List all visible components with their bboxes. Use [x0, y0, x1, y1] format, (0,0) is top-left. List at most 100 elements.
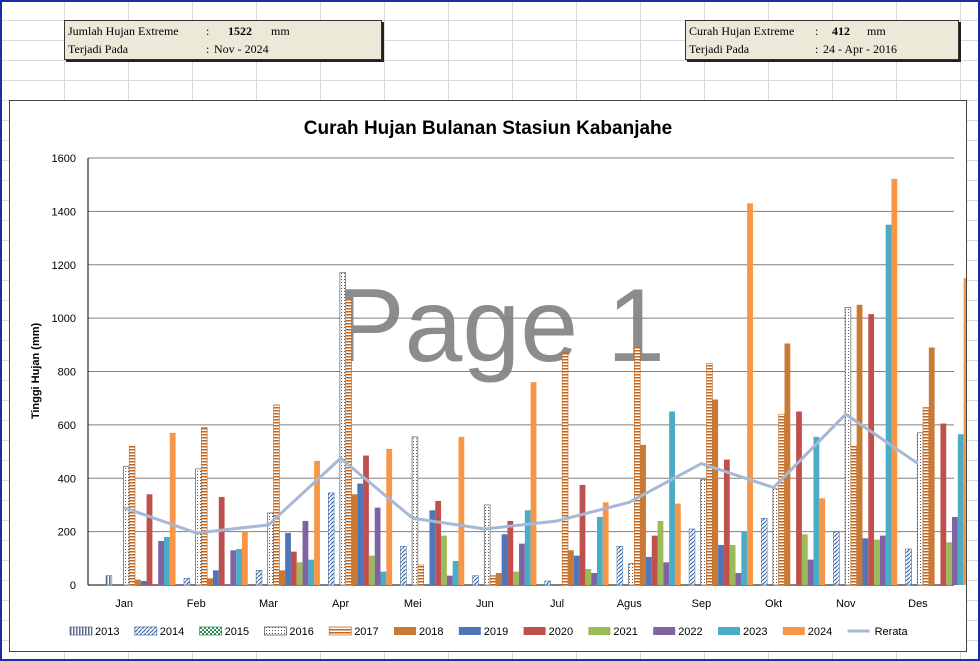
extreme-daily-row: Curah Hujan Extreme : 412 mm	[689, 22, 955, 40]
bar-2024-Des	[963, 278, 970, 585]
bar-2021-Okt	[801, 534, 808, 585]
bar-2014-Okt	[760, 517, 768, 586]
bar-2023-Nov	[885, 224, 892, 585]
bar-2021-Des	[946, 542, 953, 585]
bar-2017-Jul	[561, 352, 569, 586]
bar-2020-Jul	[579, 484, 586, 585]
extreme-total-date-value: Nov - 2024	[214, 42, 269, 56]
y-tick-label: 0	[70, 580, 76, 592]
colon: :	[815, 42, 819, 56]
bar-2018-Jun	[495, 572, 502, 585]
x-tick-label: Agus	[617, 598, 643, 610]
legend-label: Rerata	[875, 626, 909, 638]
bar-2017-Jun	[489, 575, 497, 586]
bar-2024-Okt	[819, 498, 826, 585]
bar-2020-Apr	[363, 455, 369, 585]
legend-label: 2015	[225, 626, 249, 638]
chart-area: Curah Hujan Bulanan Stasiun Kabanjahe Ti…	[9, 100, 970, 652]
legend-label: 2016	[289, 626, 313, 638]
bar-2014-Des	[905, 548, 912, 586]
bar-2020-Agus	[651, 535, 658, 585]
y-tick-label: 400	[58, 473, 76, 485]
legend-swatch-2014	[134, 626, 158, 636]
bar-2016-Sep	[700, 479, 707, 586]
legend-label: 2020	[549, 626, 573, 638]
bar-2023-Des	[957, 434, 964, 585]
average-line-group	[123, 412, 919, 535]
bar-2020-Jan	[146, 494, 153, 585]
bar-2019-Nov	[862, 538, 869, 585]
bar-2014-Sep	[688, 528, 696, 586]
bar-2018-Feb	[207, 578, 213, 585]
bar-2020-Feb	[218, 496, 225, 585]
extreme-daily-unit: mm	[867, 24, 886, 38]
x-tick-label: Jun	[476, 598, 494, 610]
legend-swatch-2024	[782, 627, 805, 635]
bar-2022-Apr	[374, 507, 381, 585]
legend-label: 2023	[743, 626, 767, 638]
legend-label: 2021	[613, 626, 637, 638]
bar-2018-Sep	[712, 399, 719, 585]
bar-2024-Mar	[314, 460, 320, 585]
extreme-daily-label: Curah Hujan Extreme	[689, 24, 795, 38]
bar-2014-Agus	[616, 546, 624, 586]
y-axis-label: Tinggi Hujan (mm)	[30, 322, 42, 419]
bar-2018-Agus	[640, 444, 646, 585]
extreme-daily-date-label: Terjadi Pada	[689, 42, 750, 56]
bar-2022-Nov	[879, 535, 886, 585]
bar-2023-Okt	[813, 436, 820, 585]
bar-2019-Jul	[573, 555, 580, 585]
bar-2022-Mei	[446, 575, 453, 585]
bar-2022-Sep	[735, 572, 742, 585]
legend-label: 2019	[484, 626, 508, 638]
bar-2016-Jan	[123, 465, 130, 586]
y-tick-label: 1200	[52, 260, 76, 272]
extreme-total-label: Jumlah Hujan Extreme	[68, 24, 179, 38]
bar-2024-Jan	[169, 432, 176, 585]
extreme-daily-value: 412	[832, 24, 850, 38]
legend-label: 2024	[808, 626, 832, 638]
legend-label: 2013	[95, 626, 119, 638]
bar-2014-Feb	[183, 578, 191, 586]
bar-2024-Sep	[747, 203, 753, 585]
y-tick-label: 1000	[52, 313, 76, 325]
bar-2023-Jun	[524, 510, 531, 585]
bar-2021-Jun	[513, 571, 520, 585]
legend-label: 2017	[354, 626, 378, 638]
bar-2014-Jun	[472, 575, 479, 586]
chart-title: Curah Hujan Bulanan Stasiun Kabanjahe	[304, 118, 672, 139]
bar-2019-Mar	[285, 532, 291, 585]
x-axis-ticks: Jan Feb Mar Apr Mei Jun Jul Agus Sep Okt Nov Des	[115, 598, 928, 610]
extreme-daily-date-row: Terjadi Pada : 24 - Apr - 2016	[689, 40, 955, 58]
bar-2018-Jan	[135, 579, 141, 585]
bar-2021-Nov	[874, 539, 880, 585]
bar-2022-Jun	[519, 543, 525, 585]
y-axis-ticks: 0 200 400 600 800 1000 1200 1400 1600	[52, 153, 76, 592]
bar-2020-Okt	[796, 411, 802, 585]
extreme-total-date-row: Terjadi Pada : Nov - 2024	[68, 40, 378, 58]
bar-2020-Sep	[723, 459, 730, 585]
bar-2022-Jan	[158, 540, 164, 585]
bar-2024-Apr	[386, 448, 393, 585]
bar-2019-Agus	[645, 556, 652, 585]
extreme-total-row: Jumlah Hujan Extreme : 1522 mm	[68, 22, 378, 40]
legend-swatch-2013	[69, 626, 93, 636]
legend-swatch-2020	[523, 627, 546, 635]
bar-2019-Apr	[357, 483, 364, 585]
bar-2016-Agus	[628, 563, 635, 586]
bar-2020-Jun	[507, 520, 514, 585]
legend-swatch-2023	[718, 627, 740, 635]
bar-2023-Apr	[380, 571, 387, 585]
legend: 2013 2014 2015 2016 2017 2018 2019 2020 2021 2022…	[69, 626, 909, 638]
bar-2024-Agus	[674, 503, 681, 585]
legend-label: 2022	[678, 626, 702, 638]
legend-swatch-2022	[653, 627, 676, 635]
bar-2023-Mei	[452, 560, 459, 585]
bar-2021-Jul	[585, 568, 592, 585]
bar-2020-Mei	[435, 500, 442, 585]
x-tick-label: Nov	[836, 598, 856, 610]
bars	[105, 178, 970, 586]
bar-2023-Agus	[669, 411, 675, 585]
bar-2014-Mei	[400, 546, 407, 586]
bar-2019-Sep	[718, 544, 724, 585]
